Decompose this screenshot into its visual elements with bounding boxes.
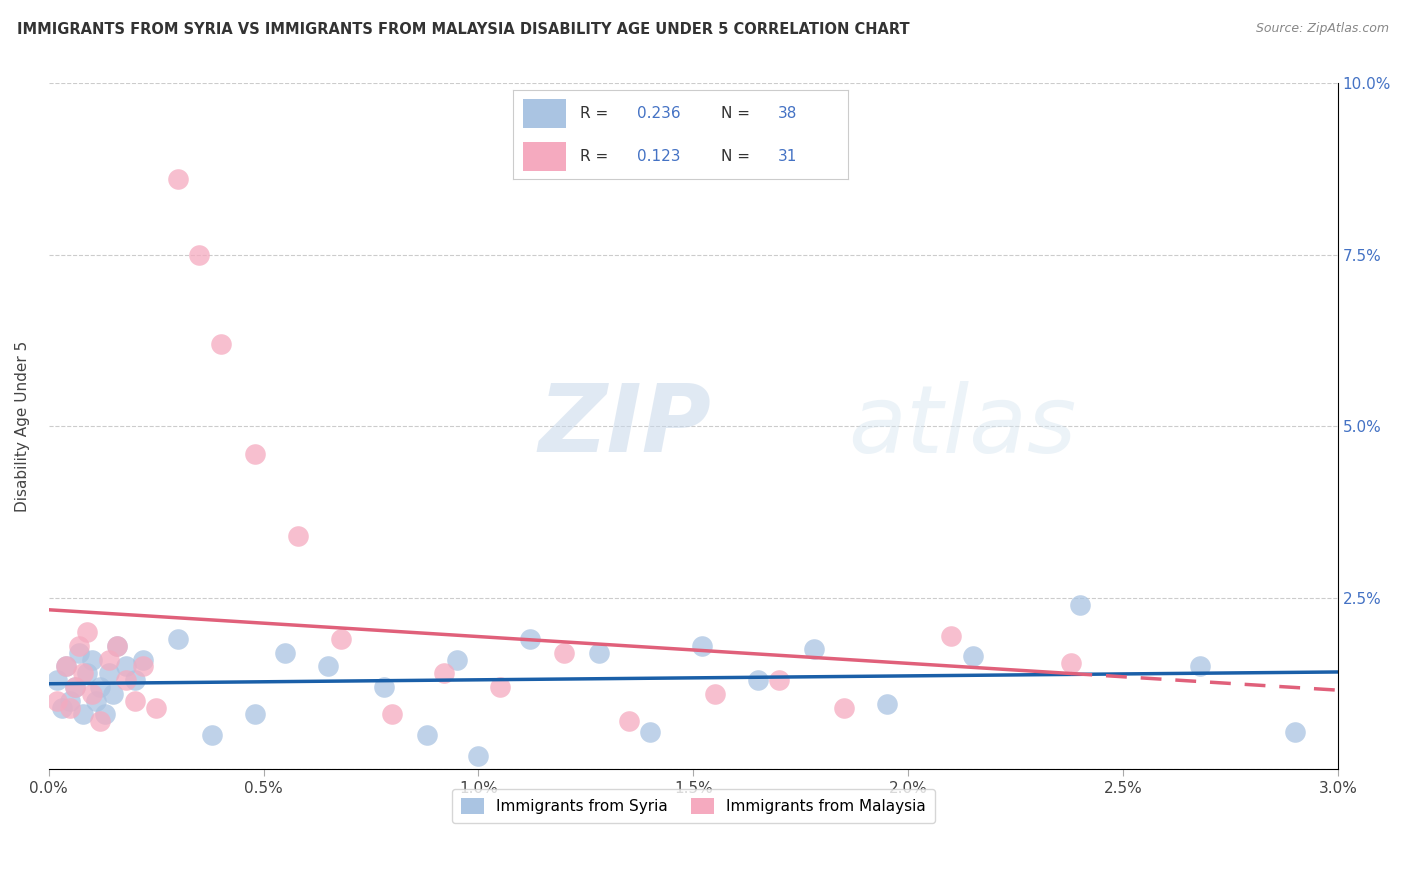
Point xyxy=(103,687,125,701)
Point xyxy=(201,728,224,742)
Point xyxy=(519,632,541,646)
Point xyxy=(1284,724,1306,739)
Point xyxy=(145,700,167,714)
Point xyxy=(84,694,107,708)
Point xyxy=(373,680,395,694)
Text: IMMIGRANTS FROM SYRIA VS IMMIGRANTS FROM MALAYSIA DISABILITY AGE UNDER 5 CORRELA: IMMIGRANTS FROM SYRIA VS IMMIGRANTS FROM… xyxy=(17,22,910,37)
Point xyxy=(59,700,82,714)
Point xyxy=(67,646,90,660)
Point xyxy=(72,666,94,681)
Point xyxy=(329,632,352,646)
Point xyxy=(76,625,98,640)
Point xyxy=(617,714,640,729)
Point xyxy=(832,700,855,714)
Point xyxy=(107,639,129,653)
Point xyxy=(80,652,103,666)
Point xyxy=(63,680,86,694)
Point xyxy=(55,659,77,673)
Text: Source: ZipAtlas.com: Source: ZipAtlas.com xyxy=(1256,22,1389,36)
Point xyxy=(166,632,188,646)
Point xyxy=(59,694,82,708)
Point xyxy=(97,652,120,666)
Point xyxy=(46,694,69,708)
Point xyxy=(89,714,111,729)
Point xyxy=(124,673,146,687)
Point xyxy=(209,337,232,351)
Point xyxy=(381,707,404,722)
Point xyxy=(55,659,77,673)
Point xyxy=(124,694,146,708)
Point xyxy=(46,673,69,687)
Point xyxy=(274,646,297,660)
Point xyxy=(803,642,825,657)
Point xyxy=(89,680,111,694)
Legend: Immigrants from Syria, Immigrants from Malaysia: Immigrants from Syria, Immigrants from M… xyxy=(451,789,935,823)
Point xyxy=(553,646,575,660)
Point xyxy=(316,659,339,673)
Point xyxy=(67,639,90,653)
Point xyxy=(1069,598,1091,612)
Point xyxy=(97,666,120,681)
Point xyxy=(876,697,898,711)
Text: atlas: atlas xyxy=(848,381,1076,472)
Point xyxy=(416,728,439,742)
Point xyxy=(703,687,725,701)
Point xyxy=(107,639,129,653)
Point xyxy=(80,687,103,701)
Point xyxy=(489,680,512,694)
Point xyxy=(433,666,456,681)
Point xyxy=(132,652,155,666)
Point xyxy=(115,659,138,673)
Point xyxy=(287,529,309,543)
Point xyxy=(446,652,468,666)
Point xyxy=(51,700,73,714)
Point xyxy=(72,707,94,722)
Point xyxy=(188,248,211,262)
Point xyxy=(768,673,790,687)
Y-axis label: Disability Age Under 5: Disability Age Under 5 xyxy=(15,341,30,512)
Point xyxy=(132,659,155,673)
Point xyxy=(76,666,98,681)
Point xyxy=(640,724,662,739)
Point xyxy=(588,646,610,660)
Point xyxy=(115,673,138,687)
Point xyxy=(63,680,86,694)
Text: ZIP: ZIP xyxy=(538,380,711,473)
Point xyxy=(962,649,984,664)
Point xyxy=(939,629,962,643)
Point xyxy=(1189,659,1212,673)
Point xyxy=(1060,656,1083,670)
Point xyxy=(243,447,266,461)
Point xyxy=(93,707,115,722)
Point xyxy=(467,748,489,763)
Point xyxy=(243,707,266,722)
Point xyxy=(747,673,769,687)
Point xyxy=(690,639,713,653)
Point xyxy=(166,172,188,186)
